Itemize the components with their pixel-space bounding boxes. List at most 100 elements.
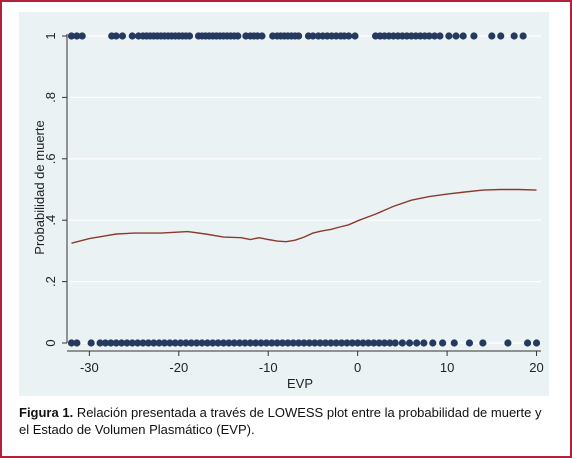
data-point <box>128 339 136 347</box>
data-point <box>118 32 127 40</box>
data-point <box>497 32 505 40</box>
y-tick-label: 1 <box>43 32 58 39</box>
data-point <box>134 339 142 347</box>
data-point <box>345 32 353 40</box>
x-tick-label: -10 <box>259 360 278 375</box>
x-axis-title: EVP <box>287 376 313 391</box>
data-point <box>523 339 532 347</box>
data-point <box>198 339 206 347</box>
data-point <box>305 339 313 347</box>
x-tick-label: 10 <box>440 360 454 375</box>
data-point <box>123 339 131 347</box>
caption-text: Relación presentada a través de LOWESS p… <box>19 405 542 437</box>
data-point <box>364 339 372 347</box>
x-tick-label: -30 <box>80 360 99 375</box>
data-point <box>262 339 271 347</box>
data-point <box>295 32 303 40</box>
data-point <box>187 339 195 347</box>
data-point <box>380 339 389 347</box>
data-point <box>241 339 249 347</box>
data-point <box>429 339 437 347</box>
data-point <box>246 339 254 347</box>
data-point <box>470 32 478 40</box>
data-point <box>278 339 287 347</box>
data-point <box>348 339 356 347</box>
data-point <box>252 339 260 347</box>
data-point <box>465 339 474 347</box>
data-point <box>182 339 190 347</box>
data-point <box>459 32 467 40</box>
data-point <box>166 339 174 347</box>
data-point <box>214 339 222 347</box>
data-point <box>445 32 453 40</box>
data-point <box>337 339 346 347</box>
data-point <box>452 32 460 40</box>
data-point <box>321 339 330 347</box>
data-point <box>185 32 194 40</box>
y-axis-title: Probabilidad de muerte <box>32 120 47 254</box>
data-point <box>112 339 120 347</box>
data-point <box>439 339 447 347</box>
data-point <box>316 339 324 347</box>
y-tick-label: .2 <box>43 276 58 287</box>
data-point <box>386 339 394 347</box>
data-point <box>128 32 136 40</box>
data-point <box>87 339 95 347</box>
data-point <box>78 32 86 40</box>
data-point <box>295 339 303 347</box>
data-point <box>354 339 362 347</box>
data-point <box>436 32 444 40</box>
data-point <box>150 339 158 347</box>
data-point <box>359 339 367 347</box>
data-point <box>117 339 126 347</box>
data-point <box>236 339 244 347</box>
data-point <box>268 339 276 347</box>
x-tick-label: -20 <box>169 360 188 375</box>
data-point <box>73 32 81 40</box>
data-point <box>101 339 110 347</box>
data-point <box>309 32 317 40</box>
data-point <box>391 339 399 347</box>
data-point <box>430 32 439 40</box>
data-point <box>504 339 512 347</box>
data-point <box>171 339 179 347</box>
data-point <box>311 339 319 347</box>
data-point <box>327 339 335 347</box>
data-point <box>73 339 81 347</box>
data-point <box>398 339 406 347</box>
data-point <box>112 32 120 40</box>
data-point <box>375 339 383 347</box>
data-point <box>351 32 359 40</box>
data-point <box>193 339 201 347</box>
data-point <box>519 32 527 40</box>
y-tick-label: .6 <box>43 153 58 164</box>
data-point <box>209 339 217 347</box>
figure-caption: Figura 1. Relación presentada a través d… <box>19 404 554 438</box>
data-point <box>257 339 265 347</box>
data-point <box>67 32 76 40</box>
data-point <box>155 339 163 347</box>
data-point <box>67 339 76 347</box>
data-point <box>370 339 378 347</box>
y-tick-label: .4 <box>43 215 58 226</box>
data-point <box>139 339 147 347</box>
data-point <box>405 339 414 347</box>
x-tick-label: 20 <box>529 360 543 375</box>
data-point <box>230 339 238 347</box>
data-point <box>332 339 340 347</box>
data-point <box>258 32 266 40</box>
data-point <box>203 339 212 347</box>
caption-label: Figura 1. <box>19 405 74 420</box>
data-point <box>420 339 428 347</box>
data-point <box>300 339 308 347</box>
data-point <box>234 32 242 40</box>
data-point <box>225 339 233 347</box>
data-point <box>425 32 433 40</box>
data-point <box>413 339 421 347</box>
data-point <box>479 339 487 347</box>
data-point <box>176 339 185 347</box>
lowess-line <box>71 188 537 244</box>
data-point <box>219 339 228 347</box>
data-point <box>160 339 169 347</box>
